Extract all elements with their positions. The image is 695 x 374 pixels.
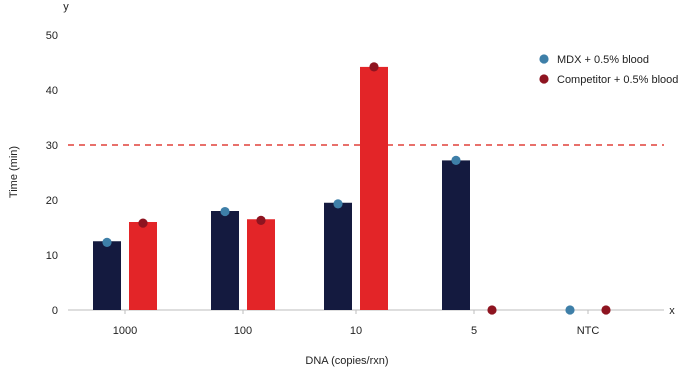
x-tick-label: NTC: [577, 325, 600, 337]
legend-label: MDX + 0.5% blood: [557, 54, 649, 66]
bar: [360, 66, 388, 311]
bars: [93, 66, 470, 311]
x-axis-title: DNA (copies/rxn): [305, 355, 388, 367]
bar: [211, 211, 239, 310]
x-tick-label: 5: [471, 325, 477, 337]
bar: [247, 219, 275, 310]
data-point: [333, 199, 343, 209]
legend-marker: [539, 54, 549, 64]
data-point: [601, 305, 611, 315]
x-tick-label: 10: [350, 325, 362, 337]
data-point: [102, 237, 112, 247]
bar: [93, 241, 121, 310]
data-point: [565, 305, 575, 315]
y-tick-label: 50: [46, 30, 58, 42]
y-tick-label: 30: [46, 140, 58, 152]
data-point: [256, 215, 266, 225]
bar: [324, 202, 352, 310]
legend-marker: [539, 74, 549, 84]
data-point: [138, 218, 148, 228]
y-axis-title: Time (min): [8, 146, 20, 198]
y-tick-label: 10: [46, 250, 58, 262]
y-tick-label: 40: [46, 85, 58, 97]
axes: [68, 309, 664, 314]
x-tick-label: 1000: [113, 325, 137, 337]
bar: [442, 160, 470, 310]
data-point: [451, 155, 461, 165]
y-axis-end-label: y: [63, 1, 69, 13]
legend-label: Competitor + 0.5% blood: [557, 74, 678, 86]
data-point: [487, 305, 497, 315]
data-point: [220, 206, 230, 217]
y-tick-label: 20: [46, 195, 58, 207]
legend: MDX + 0.5% blood Competitor + 0.5% blood: [539, 54, 678, 86]
bar: [129, 222, 157, 310]
x-tick-label: 100: [234, 325, 252, 337]
y-tick-label: 0: [52, 305, 58, 317]
markers: [102, 62, 611, 315]
data-point: [369, 62, 379, 72]
tick-labels: 0 10 20 30 40 50 1000 100 10 5 NTC: [46, 30, 600, 337]
x-axis-end-label: x: [669, 305, 675, 317]
